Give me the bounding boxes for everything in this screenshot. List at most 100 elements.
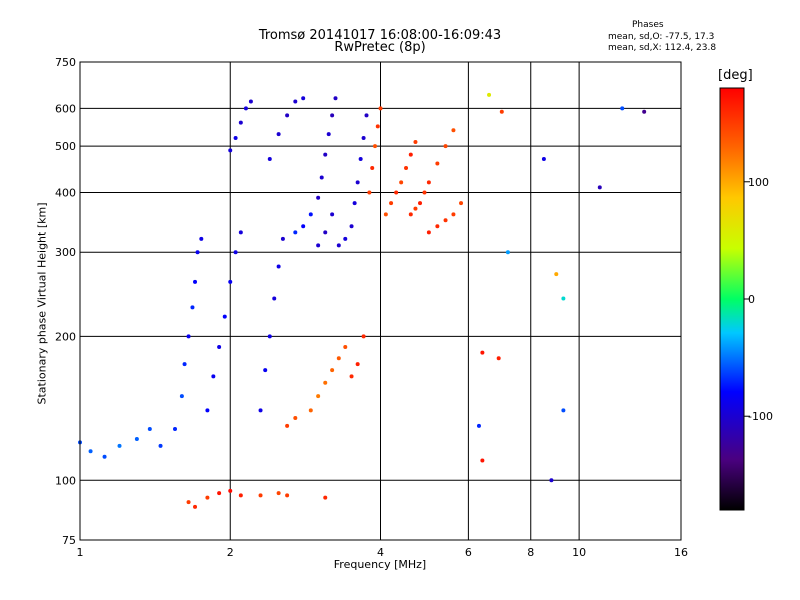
data-point bbox=[301, 224, 306, 229]
data-point bbox=[620, 106, 625, 111]
data-point bbox=[418, 201, 423, 206]
data-point bbox=[222, 314, 227, 319]
data-point bbox=[413, 206, 418, 211]
data-point bbox=[301, 96, 306, 101]
data-point bbox=[276, 264, 281, 269]
data-point bbox=[285, 423, 290, 428]
data-point bbox=[316, 394, 321, 399]
data-point bbox=[186, 500, 191, 505]
y-tick-label: 200 bbox=[55, 330, 76, 343]
data-point bbox=[505, 250, 510, 255]
data-point bbox=[182, 362, 187, 367]
data-point bbox=[190, 305, 195, 310]
chart-title: Tromsø 20141017 16:08:00-16:09:43 bbox=[258, 28, 502, 43]
data-point bbox=[276, 132, 281, 137]
x-tick-label: 1 bbox=[77, 546, 84, 559]
data-point bbox=[238, 493, 243, 498]
data-point bbox=[541, 157, 546, 162]
x-tick-label: 4 bbox=[377, 546, 384, 559]
data-point bbox=[258, 408, 263, 413]
data-point bbox=[263, 368, 268, 373]
data-point bbox=[373, 144, 378, 149]
data-point bbox=[238, 120, 243, 125]
data-point bbox=[172, 427, 177, 432]
data-point bbox=[496, 356, 501, 361]
data-point bbox=[199, 236, 204, 241]
data-point bbox=[435, 161, 440, 166]
data-point bbox=[323, 230, 328, 235]
data-point bbox=[361, 334, 366, 339]
data-point bbox=[333, 96, 338, 101]
data-point bbox=[233, 136, 238, 141]
data-point bbox=[308, 212, 313, 217]
data-point bbox=[459, 201, 464, 206]
data-point bbox=[238, 230, 243, 235]
data-point bbox=[330, 113, 335, 118]
data-point bbox=[358, 157, 363, 162]
data-point bbox=[480, 350, 485, 355]
data-point bbox=[355, 362, 360, 367]
x-tick-label: 10 bbox=[572, 546, 586, 559]
data-point bbox=[549, 478, 554, 483]
colorbar-unit: [deg] bbox=[718, 68, 753, 83]
data-point bbox=[352, 201, 357, 206]
data-point bbox=[323, 495, 328, 500]
data-point bbox=[316, 243, 321, 248]
data-point bbox=[316, 195, 321, 200]
data-point bbox=[561, 296, 566, 301]
data-point bbox=[426, 230, 431, 235]
data-point bbox=[451, 128, 456, 133]
data-point bbox=[217, 491, 222, 496]
data-point bbox=[597, 185, 602, 190]
data-point bbox=[554, 272, 559, 277]
data-point bbox=[443, 218, 448, 223]
data-point bbox=[330, 212, 335, 217]
colorbar-tick-label: 100 bbox=[748, 176, 769, 189]
data-point bbox=[370, 166, 375, 171]
data-point bbox=[228, 488, 233, 493]
data-point bbox=[343, 236, 348, 241]
data-point bbox=[413, 140, 418, 145]
data-point bbox=[480, 458, 485, 463]
data-point bbox=[561, 408, 566, 413]
x-tick-label: 16 bbox=[674, 546, 688, 559]
data-point bbox=[443, 144, 448, 149]
data-point bbox=[248, 99, 253, 104]
y-tick-label: 750 bbox=[55, 56, 76, 69]
x-axis-label: Frequency [MHz] bbox=[333, 558, 427, 571]
data-point bbox=[102, 454, 107, 459]
data-point bbox=[319, 175, 324, 180]
data-point bbox=[343, 345, 348, 350]
data-point bbox=[426, 180, 431, 185]
data-point bbox=[499, 109, 504, 114]
y-tick-label: 600 bbox=[55, 102, 76, 115]
data-point bbox=[326, 132, 331, 137]
data-point bbox=[355, 180, 360, 185]
phases-o-stats: mean, sd,O: -77.5, 17.3 bbox=[608, 32, 715, 42]
data-point bbox=[383, 212, 388, 217]
data-point bbox=[211, 374, 216, 379]
y-tick-label: 400 bbox=[55, 186, 76, 199]
x-tick-label: 6 bbox=[465, 546, 472, 559]
plot-frame bbox=[79, 61, 682, 541]
data-point bbox=[364, 113, 369, 118]
data-point bbox=[186, 334, 191, 339]
colorbar bbox=[719, 87, 745, 511]
x-tick-label: 8 bbox=[527, 546, 534, 559]
data-point bbox=[243, 106, 248, 111]
data-point bbox=[378, 106, 383, 111]
data-point bbox=[308, 408, 313, 413]
data-point bbox=[147, 427, 152, 432]
y-tick-label: 300 bbox=[55, 246, 76, 259]
data-point bbox=[285, 493, 290, 498]
data-point bbox=[228, 148, 233, 153]
data-point bbox=[293, 415, 298, 420]
data-point bbox=[280, 236, 285, 241]
data-point bbox=[88, 449, 93, 454]
data-point bbox=[323, 380, 328, 385]
data-point bbox=[399, 180, 404, 185]
data-point bbox=[205, 495, 210, 500]
data-point bbox=[330, 368, 335, 373]
data-point bbox=[435, 224, 440, 229]
